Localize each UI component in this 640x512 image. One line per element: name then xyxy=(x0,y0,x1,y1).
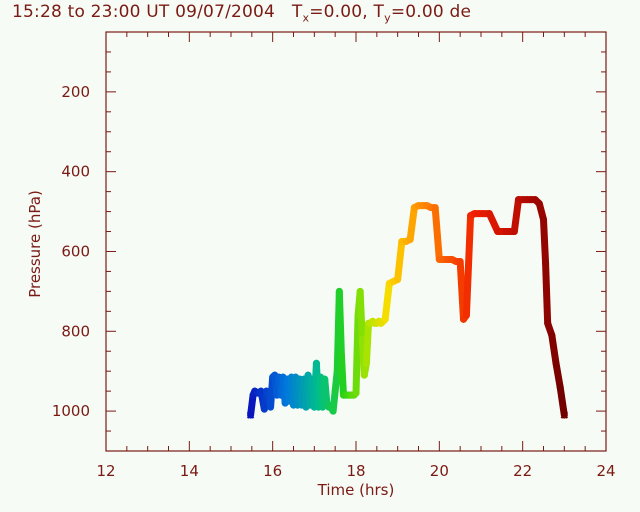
x-tick-label: 22 xyxy=(513,462,532,480)
data-point-marker xyxy=(246,411,255,419)
data-segment xyxy=(542,259,552,327)
data-segment xyxy=(431,204,443,263)
x-tick-label: 18 xyxy=(346,462,365,480)
data-segment xyxy=(321,375,331,407)
title-ty-sub: y xyxy=(384,11,391,25)
y-tick-label: 400 xyxy=(61,163,90,181)
data-segment xyxy=(406,204,418,244)
data-segment xyxy=(356,287,366,343)
data-point-marker xyxy=(560,411,569,419)
data-segment xyxy=(362,319,372,367)
y-tick-label: 200 xyxy=(61,83,90,101)
x-tick-label: 14 xyxy=(180,462,199,480)
x-tick-label: 24 xyxy=(596,462,615,480)
title-ty-value: =0.00 de xyxy=(390,2,472,22)
data-segment xyxy=(352,311,362,397)
data-segment xyxy=(552,359,564,391)
data-series xyxy=(246,196,569,419)
data-segment xyxy=(381,279,393,323)
data-segment xyxy=(510,196,522,236)
tick-labels: 12 14 16 18 20 22 24 200 400 600 800 1000 xyxy=(52,83,616,480)
x-tick-label: 20 xyxy=(430,462,449,480)
data-segment xyxy=(556,383,568,419)
data-segment xyxy=(335,287,345,359)
data-segment xyxy=(337,351,347,399)
y-tick-label: 800 xyxy=(61,322,90,340)
y-tick-label: 1000 xyxy=(52,402,90,420)
axis-ticks xyxy=(105,32,607,452)
data-segment xyxy=(548,331,560,367)
x-tick-label: 16 xyxy=(263,462,282,480)
data-segment xyxy=(456,257,467,323)
data-segment xyxy=(462,212,475,319)
title-tx-value: =0.00, xyxy=(309,2,368,22)
title-tx-label: T xyxy=(291,2,303,22)
y-axis-label: Pressure (hPa) xyxy=(26,190,44,298)
x-axis-label: Time (hrs) xyxy=(317,481,395,499)
data-segment xyxy=(394,238,406,283)
title-ty-label: T xyxy=(373,2,385,22)
title-time-range: 15:28 to 23:00 UT 09/07/2004 xyxy=(12,2,276,22)
y-tick-label: 600 xyxy=(61,242,90,260)
title-tx-sub: x xyxy=(302,11,310,25)
data-segment xyxy=(540,216,550,267)
chart-title: 15:28 to 23:00 UT 09/07/2004 Tx=0.00, Ty… xyxy=(12,2,471,24)
x-tick-label: 12 xyxy=(96,462,115,480)
